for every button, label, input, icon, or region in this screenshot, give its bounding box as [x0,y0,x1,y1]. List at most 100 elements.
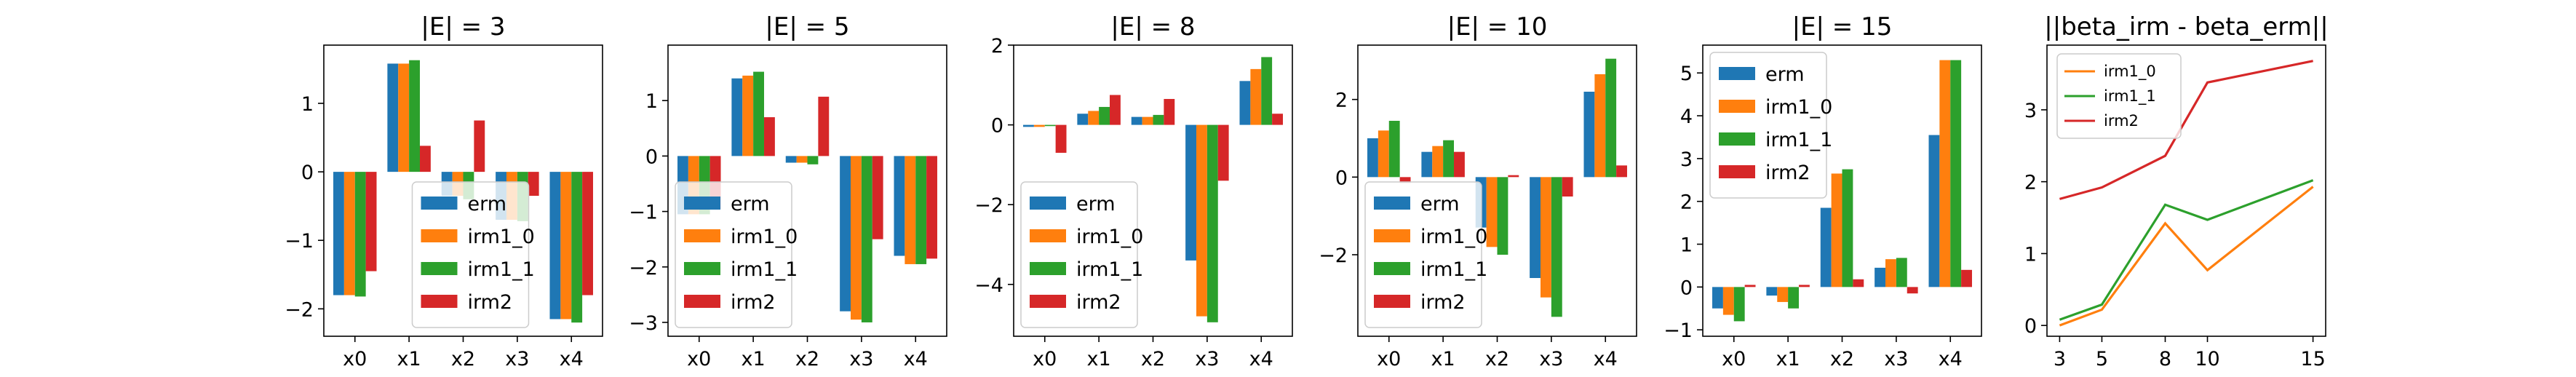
axes-frame [2046,44,2326,337]
x-tick-label: x2 [451,348,475,370]
x-tick-label: x0 [1722,348,1746,370]
axes-frame [1357,44,1637,337]
bar-irm1_0-x3 [1196,124,1207,317]
legend-swatch-irm1_0 [1719,100,1755,113]
bar-erm-x3 [1185,124,1196,261]
legend-swatch-erm [684,197,720,210]
line-irm2 [2059,60,2313,200]
bar-irm1_1-x3 [1551,177,1562,317]
chart-title: |E| = 10 [1447,12,1548,41]
bar-erm-x3 [1530,177,1541,278]
x-tick-label: x1 [1431,348,1455,370]
legend-swatch-irm2 [684,295,720,308]
legend: erm irm1_0 irm1_1 irm2 [1020,181,1143,328]
x-tick-label: x4 [1249,348,1273,370]
y-tick-label: −2 [974,194,1003,217]
x-tick-label: x4 [1594,348,1618,370]
legend-swatch-irm1_0 [1374,229,1410,242]
legend-swatch-irm1_0 [684,229,720,242]
bar-irm1_1-x0 [1733,287,1745,322]
bar-irm1_0-x2 [1486,177,1498,247]
legend-swatch-irm1_1 [684,262,720,275]
bar-irm1_1-x4 [1950,60,1962,287]
y-tick-label: 0 [1680,277,1693,299]
bar-irm1_0-x3 [1885,259,1896,287]
bar-irm2-x2 [1508,175,1519,178]
legend-swatch-irm1_1 [421,262,458,275]
legend-swatch-irm1_1 [1374,262,1410,275]
bar-erm-x3 [840,156,851,311]
bar-irm1_1-x3 [861,156,872,322]
y-tick-label: 1 [301,93,314,116]
bar-irm1_1-x4 [1261,57,1273,125]
x-tick-label: x2 [795,348,819,370]
bar-irm1_0-x2 [1831,173,1842,287]
legend-label: irm2 [1765,162,1810,184]
legend-label: erm [731,193,770,215]
legend-swatch-erm [1719,67,1755,80]
x-tick-label: 10 [2195,348,2219,370]
bar-erm-x0 [1023,124,1034,127]
bar-irm1_1-x2 [807,156,819,164]
legend-label: irm1_1 [1765,129,1832,151]
bar-irm2-x1 [1799,285,1810,287]
y-tick-label: −1 [1663,320,1693,342]
x-tick-label: x2 [1141,348,1165,370]
chart-title: |E| = 3 [421,12,505,41]
bar-irm1_1-x2 [1842,169,1853,287]
x-tick-label: x4 [904,348,928,370]
bar-irm2-x0 [1055,124,1067,153]
legend-label: irm1_0 [1765,96,1832,119]
bar-irm2-x4 [1272,114,1283,125]
bar-irm1_0-x3 [1540,177,1551,298]
bar-irm1_1-x2 [1497,177,1508,255]
legend-box [411,181,530,328]
chart-title: |E| = 15 [1792,12,1893,41]
legend-swatch-irm1_0 [1030,229,1066,242]
legend-swatch-irm2 [421,295,458,308]
legend-label: irm1_1 [2104,87,2156,106]
chart-panel-5: |E| = 15 −1 0 1 2 3 4 5 x0 x1 x2 x3 x4 erm irm1_0 irm1_… [1663,12,1982,370]
bar-irm2-x2 [1853,279,1864,287]
y-tick-label: 2 [1335,90,1348,112]
y-tick-label: 0 [1335,167,1348,189]
legend-box [2056,53,2182,139]
bar-irm2-x0 [365,172,377,271]
line-irm1_1 [2059,179,2314,321]
x-tick-label: 5 [2096,348,2108,370]
bar-irm1_1-x4 [1605,58,1617,178]
bar-irm1_1-x1 [409,60,421,172]
chart-panel-3: |E| = 8 −4 −2 0 2 x0 x1 x2 x3 x4 erm irm1_0 irm1_1ir… [974,12,1293,370]
bar-erm-x0 [1712,287,1723,309]
legend-label: irm1_0 [2104,63,2156,81]
legend-box [675,181,792,328]
legend-label: irm2 [1076,291,1121,314]
y-tick-label: 1 [1680,234,1693,257]
x-tick-label: x0 [687,348,711,370]
bar-irm1_1-x0 [1388,121,1400,178]
bar-erm-x1 [387,63,399,172]
x-tick-label: 8 [2159,348,2171,370]
y-tick-label: −2 [629,257,658,279]
bar-irm1_1-x1 [753,71,765,156]
legend-swatch-erm [421,197,458,210]
bar-irm1_1-x3 [1896,258,1907,287]
bar-irm1_0-x1 [742,75,754,156]
x-tick-label: x1 [1776,348,1800,370]
chart-panel-1: |E| = 3 −2 −1 0 1 x0 x1 x2 x3 x4 erm irm1_0 irm1_1ir… [285,12,603,370]
legend-swatch-irm2 [1374,295,1410,308]
x-tick-label: x3 [1884,348,1908,370]
legend-label: irm1_1 [1076,258,1143,281]
bar-erm-x0 [333,172,344,295]
x-tick-label: x1 [1087,348,1111,370]
bar-irm1_0-x4 [560,172,572,320]
bar-irm2-x4 [926,156,937,259]
bar-irm2-x3 [528,172,539,197]
bar-irm1_1-x0 [354,172,366,297]
y-tick-label: 3 [1680,148,1693,171]
legend: irm1_0 irm1_1 irm2 [2056,53,2182,139]
chart-panel-2: |E| = 5 −3 −2 −1 0 1 x0 x1 x2 x3 x4 erm irm1_0 irm1_1… [629,12,947,370]
bar-irm1_0-x1 [398,63,410,172]
y-tick-label: 3 [2024,100,2037,122]
bar-irm2-x2 [474,120,485,172]
